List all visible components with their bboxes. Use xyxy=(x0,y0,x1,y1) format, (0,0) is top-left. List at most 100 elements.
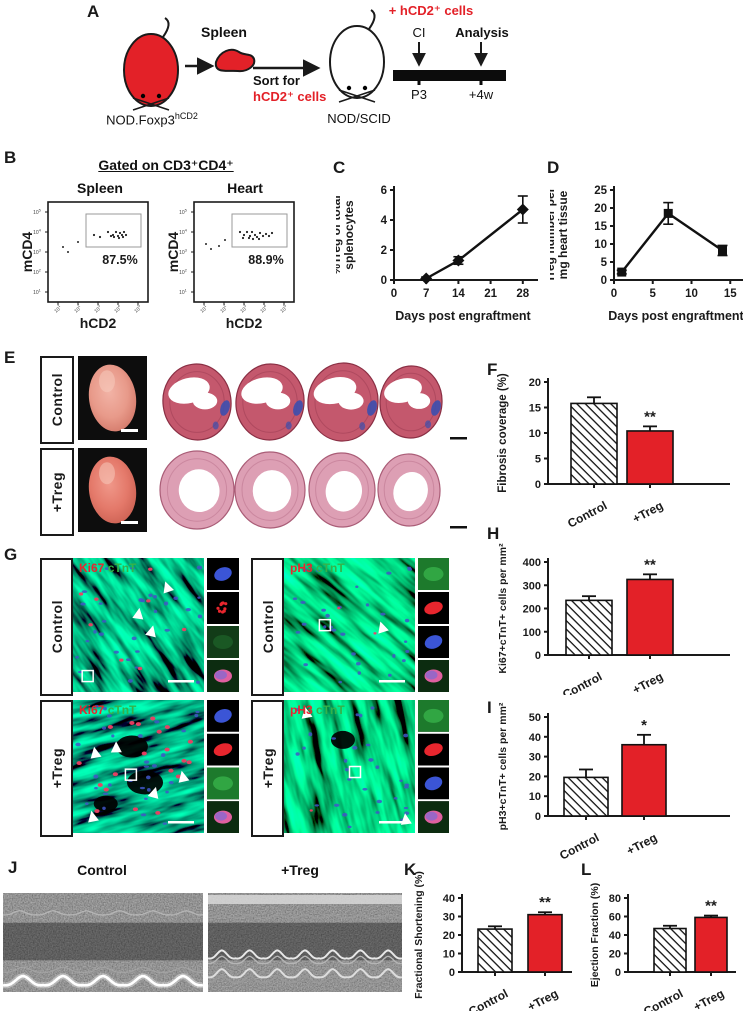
g-control-left-labelbox: Control xyxy=(40,558,73,696)
fibrosis-blue-stain xyxy=(367,400,377,416)
chart-ejection-fraction: 0 20 40 60 80 Control ** +Treg Ejection Fraction… xyxy=(589,883,736,1011)
bar-+Treg xyxy=(694,916,728,973)
bar-Control xyxy=(570,402,618,485)
positive-cell xyxy=(119,658,124,662)
fibrosis-blue-stain xyxy=(293,400,303,416)
positive-cell xyxy=(137,666,143,671)
inset-cell xyxy=(207,592,239,624)
panel-a-schematic xyxy=(123,9,506,111)
svg-text:104: 104 xyxy=(179,228,188,237)
inset-strip-ph3-treg xyxy=(418,700,449,833)
scale-bar xyxy=(168,680,194,683)
bar-Control xyxy=(565,599,613,656)
svg-text:0: 0 xyxy=(535,650,541,662)
y-axis-label: Ki67+cTnT+ cells per mm² xyxy=(497,543,509,674)
e-row-control-labelbox: Control xyxy=(40,356,74,444)
histology-sections xyxy=(159,362,467,530)
timeline-4w-label: +4w xyxy=(468,87,494,102)
svg-text:0: 0 xyxy=(611,288,617,300)
positive-cell xyxy=(94,597,99,601)
gross-heart-photo-treg xyxy=(78,448,147,532)
svg-text:15: 15 xyxy=(724,288,737,300)
arrowhead-marker xyxy=(132,607,144,620)
flow-spleen-title: Spleen xyxy=(77,180,123,196)
svg-text:25: 25 xyxy=(594,185,607,197)
svg-text:28: 28 xyxy=(516,288,529,300)
svg-text:0: 0 xyxy=(449,967,455,979)
inset-box xyxy=(318,618,332,632)
svg-text:20: 20 xyxy=(594,203,607,215)
svg-text:15: 15 xyxy=(529,403,541,415)
scale-bar xyxy=(121,429,138,432)
positive-cell xyxy=(103,787,109,792)
svg-text:2: 2 xyxy=(381,245,387,257)
data-point xyxy=(663,208,673,218)
positive-cell xyxy=(141,751,147,756)
scale-bar xyxy=(379,821,405,824)
positive-cell xyxy=(187,739,194,744)
significance-marker: ** xyxy=(539,894,551,911)
scale-bar xyxy=(450,526,467,529)
svg-text:103: 103 xyxy=(238,303,250,315)
svg-text:105: 105 xyxy=(132,303,144,315)
positive-cell xyxy=(78,592,84,596)
echo-mmode-control xyxy=(3,893,203,992)
arrowhead-marker xyxy=(88,810,99,823)
positive-cell xyxy=(146,599,151,603)
histology-section xyxy=(307,362,379,442)
positive-cell xyxy=(164,747,170,752)
histology-section xyxy=(308,452,376,528)
svg-text:30: 30 xyxy=(443,912,455,924)
inset-cell xyxy=(207,700,239,732)
panel-h-label: H xyxy=(487,524,500,543)
mouse-drawing xyxy=(329,9,385,103)
positive-cell xyxy=(150,716,156,721)
svg-text:30: 30 xyxy=(529,752,541,764)
histology-section xyxy=(159,450,235,530)
arrowhead-marker xyxy=(378,621,389,634)
svg-text:105: 105 xyxy=(278,303,290,315)
chart-ph3-cells: 0 10 20 30 40 50 Control * +Treg pH3+cTnT+ cells … xyxy=(497,702,730,860)
positive-cell xyxy=(175,774,181,779)
histology-section xyxy=(235,363,305,441)
positive-cell xyxy=(112,772,118,777)
svg-text:0: 0 xyxy=(381,275,387,287)
svg-text:20: 20 xyxy=(609,949,621,961)
bar-+Treg xyxy=(626,430,674,485)
flow-gate-percentage: 87.5% xyxy=(102,253,137,267)
data-point xyxy=(718,245,727,255)
sort-text-line1: Sort for xyxy=(253,73,300,88)
svg-text:10: 10 xyxy=(443,949,455,961)
panel-b-title: Gated on CD3⁺CD4⁺ xyxy=(98,157,234,173)
panel-g-label: G xyxy=(4,545,18,564)
echo-mmode-treg xyxy=(208,893,402,992)
svg-text:21: 21 xyxy=(484,288,497,300)
bar-category-label: Control xyxy=(557,830,601,860)
arrowhead-marker xyxy=(301,706,313,719)
bar-+Treg xyxy=(527,913,563,973)
inset-strip-ki67-control xyxy=(207,558,239,692)
svg-text:6: 6 xyxy=(381,185,387,197)
svg-text:102: 102 xyxy=(218,303,230,315)
timeline-injected-cells-label: + hCD2⁺ cells xyxy=(388,3,474,18)
significance-marker: ** xyxy=(705,898,717,915)
svg-text:mCD4: mCD4 xyxy=(165,232,181,273)
y-axis-label: pH3+cTnT+ cells per mm² xyxy=(497,702,509,830)
echo-treg-title: +Treg xyxy=(281,862,319,878)
inset-cell xyxy=(207,733,239,766)
panel-b-label: B xyxy=(4,148,17,167)
svg-text:103: 103 xyxy=(33,248,42,257)
svg-text:5: 5 xyxy=(650,288,657,300)
positive-cell xyxy=(76,761,82,766)
positive-cell xyxy=(181,627,187,632)
svg-text:5: 5 xyxy=(601,257,608,269)
bar-category-label: +Treg xyxy=(525,986,560,1011)
bar-category-label: +Treg xyxy=(691,986,726,1011)
inset-box xyxy=(81,669,94,683)
positive-cell xyxy=(94,809,100,814)
scale-bar xyxy=(450,437,467,440)
stain-label-ki67-treg: Ki67 cTnT xyxy=(79,703,137,717)
y-axis-label: %Treg of totalsplenocytes xyxy=(336,195,356,274)
histology-section xyxy=(234,451,306,529)
histology-section xyxy=(377,453,441,527)
